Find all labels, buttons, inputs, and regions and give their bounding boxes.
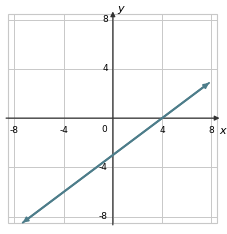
- Text: 4: 4: [158, 125, 164, 135]
- Text: -8: -8: [10, 125, 19, 135]
- Text: y: y: [117, 4, 124, 14]
- Text: -4: -4: [59, 125, 68, 135]
- Text: -4: -4: [99, 163, 107, 172]
- Text: x: x: [218, 126, 225, 136]
- Text: 8: 8: [207, 125, 213, 135]
- Text: 8: 8: [102, 15, 107, 24]
- Text: -8: -8: [99, 212, 107, 221]
- Text: 0: 0: [101, 125, 107, 134]
- Text: 4: 4: [102, 64, 107, 73]
